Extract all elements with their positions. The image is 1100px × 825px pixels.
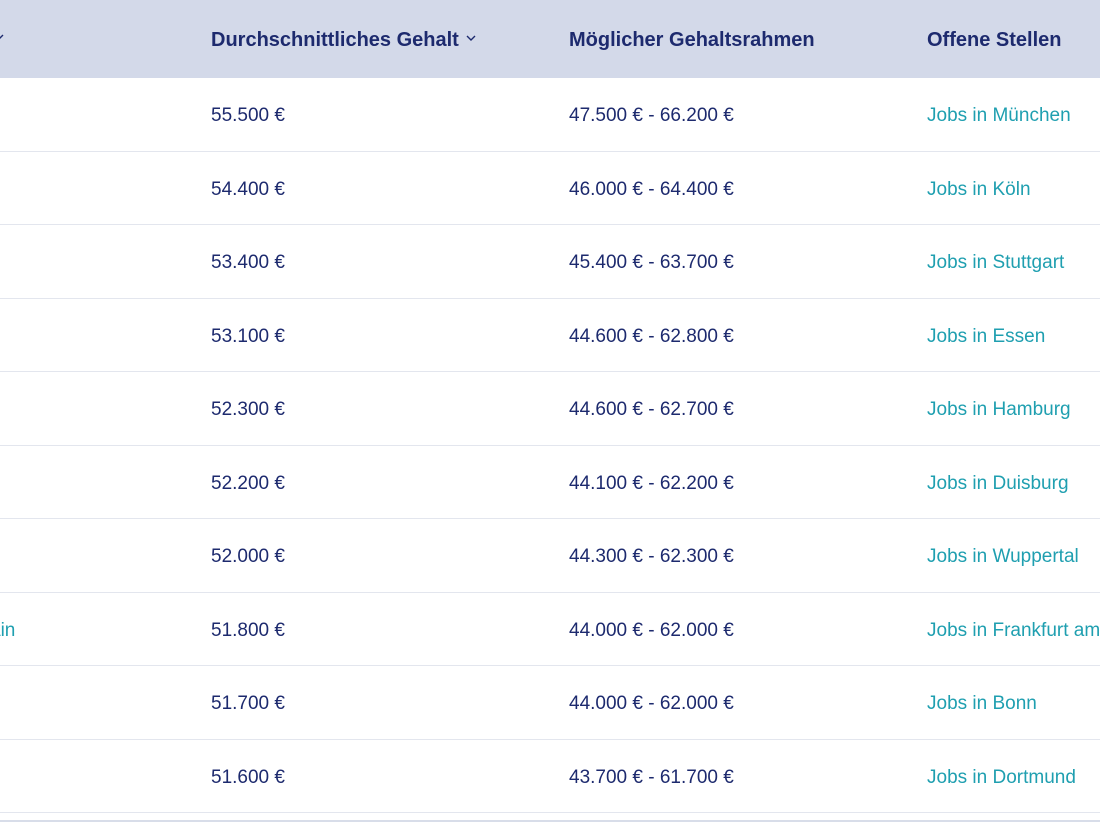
- salary-range-value: 44.000 € - 62.000 €: [569, 619, 734, 641]
- jobs-link[interactable]: Jobs in Köln: [927, 178, 1031, 200]
- salary-range-value: 44.600 € - 62.700 €: [569, 399, 734, 420]
- jobs-link[interactable]: Jobs in Dortmund: [927, 766, 1076, 788]
- table-row: 51.600 € 43.700 € - 61.700 € Jobs in Dortm…: [0, 740, 1100, 813]
- table-header: Durchschnittliches Gehalt Möglicher Geha…: [0, 0, 1100, 78]
- table-row: 52.200 € 44.100 € - 62.200 € Jobs in Duisb…: [0, 446, 1100, 519]
- average-salary-value: 51.600 €: [211, 766, 285, 788]
- average-salary-value: 54.400 €: [211, 178, 285, 200]
- salary-range-value: 44.300 € - 62.300 €: [569, 546, 734, 567]
- jobs-link[interactable]: Jobs in Wuppertal: [927, 546, 1079, 567]
- chevron-down-icon[interactable]: [465, 32, 477, 44]
- average-salary-value: 52.300 €: [211, 399, 285, 420]
- table-row: 54.400 € 46.000 € - 64.400 € Jobs in Köln: [0, 152, 1100, 225]
- jobs-link[interactable]: Jobs in Frankfurt am Main: [927, 619, 1100, 641]
- table-row: 53.400 € 45.400 € - 63.700 € Jobs in Stutt…: [0, 225, 1100, 299]
- table-row: 51.700 € 44.000 € - 62.000 € Jobs in Bonn: [0, 666, 1100, 740]
- jobs-link[interactable]: Jobs in Duisburg: [927, 472, 1069, 494]
- table-row: 53.100 € 44.600 € - 62.800 € Jobs in Essen: [0, 299, 1100, 372]
- jobs-link[interactable]: Jobs in Essen: [927, 325, 1046, 347]
- average-salary-value: 51.700 €: [211, 693, 285, 714]
- table-row: 52.000 € 44.300 € - 62.300 € Jobs in Wuppe…: [0, 519, 1100, 593]
- header-average-salary-label: Durchschnittliches Gehalt: [211, 29, 459, 51]
- jobs-link[interactable]: Jobs in München: [927, 105, 1071, 126]
- salary-range-value: 43.700 € - 61.700 €: [569, 766, 734, 788]
- salary-range-value: 44.100 € - 62.200 €: [569, 472, 734, 494]
- salary-range-value: 47.500 € - 66.200 €: [569, 105, 734, 126]
- average-salary-value: 52.200 €: [211, 472, 285, 494]
- table-row: ain 51.800 € 44.000 € - 62.000 € Jobs in Fr…: [0, 593, 1100, 666]
- jobs-link[interactable]: Jobs in Hamburg: [927, 399, 1071, 420]
- table-row: 52.300 € 44.600 € - 62.700 € Jobs in Hambu…: [0, 372, 1100, 446]
- average-salary-value: 53.100 €: [211, 325, 285, 347]
- salary-range-value: 44.000 € - 62.000 €: [569, 693, 734, 714]
- header-salary-range[interactable]: Möglicher Gehaltsrahmen: [569, 29, 815, 51]
- average-salary-value: 53.400 €: [211, 252, 285, 273]
- salary-range-value: 44.600 € - 62.800 €: [569, 325, 734, 347]
- city-label: ain: [0, 619, 16, 641]
- table-body: 55.500 € 47.500 € - 66.200 € Jobs in Münch…: [0, 78, 1100, 813]
- average-salary-value: 52.000 €: [211, 546, 285, 567]
- jobs-link[interactable]: Jobs in Bonn: [927, 693, 1037, 714]
- jobs-link[interactable]: Jobs in Stuttgart: [927, 252, 1065, 273]
- table-bottom-divider: [0, 820, 1100, 822]
- table-row: 55.500 € 47.500 € - 66.200 € Jobs in Münch…: [0, 78, 1100, 152]
- chevron-down-icon[interactable]: [0, 32, 4, 42]
- city-link[interactable]: ain: [0, 593, 25, 666]
- header-average-salary[interactable]: Durchschnittliches Gehalt: [211, 0, 477, 78]
- salary-range-value: 45.400 € - 63.700 €: [569, 252, 734, 273]
- average-salary-value: 51.800 €: [211, 619, 285, 641]
- header-open-positions[interactable]: Offene Stellen: [927, 29, 1062, 51]
- salary-range-value: 46.000 € - 64.400 €: [569, 178, 734, 200]
- average-salary-value: 55.500 €: [211, 105, 285, 126]
